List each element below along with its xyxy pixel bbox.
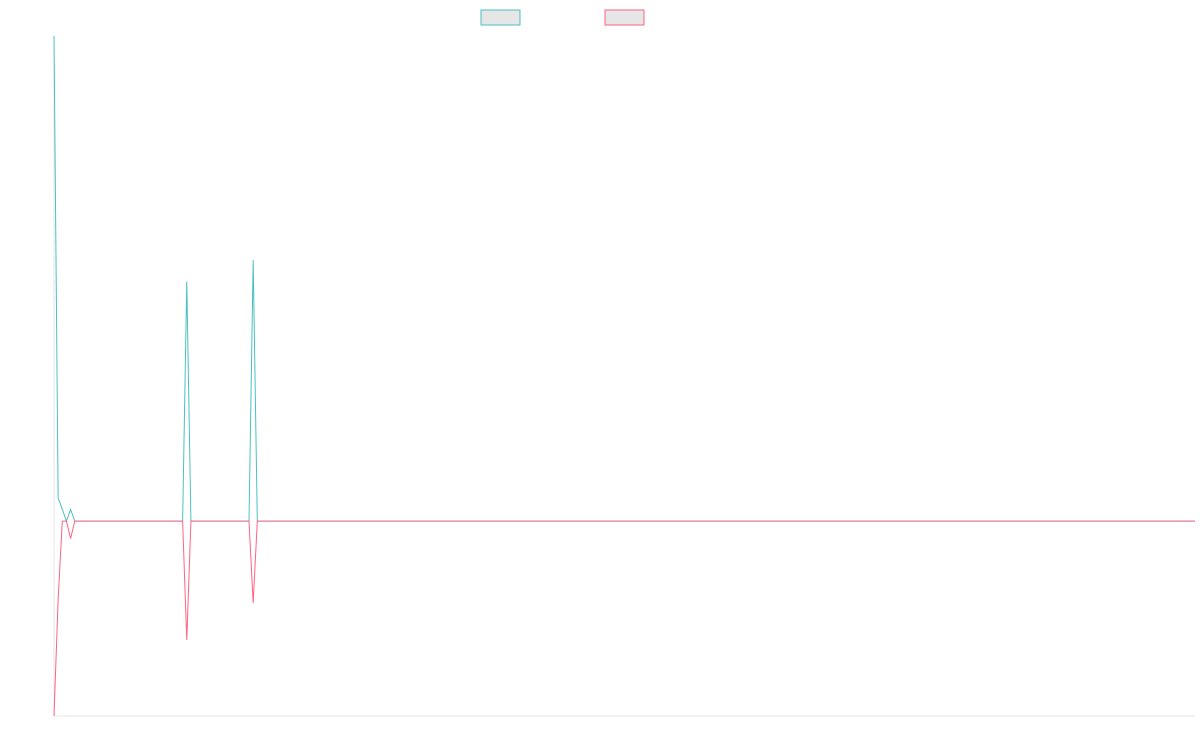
- legend-swatch: [604, 9, 645, 26]
- series-line: [53, 520, 1195, 717]
- legend: [480, 9, 645, 26]
- legend-swatch: [480, 9, 521, 26]
- series-line: [53, 35, 1195, 523]
